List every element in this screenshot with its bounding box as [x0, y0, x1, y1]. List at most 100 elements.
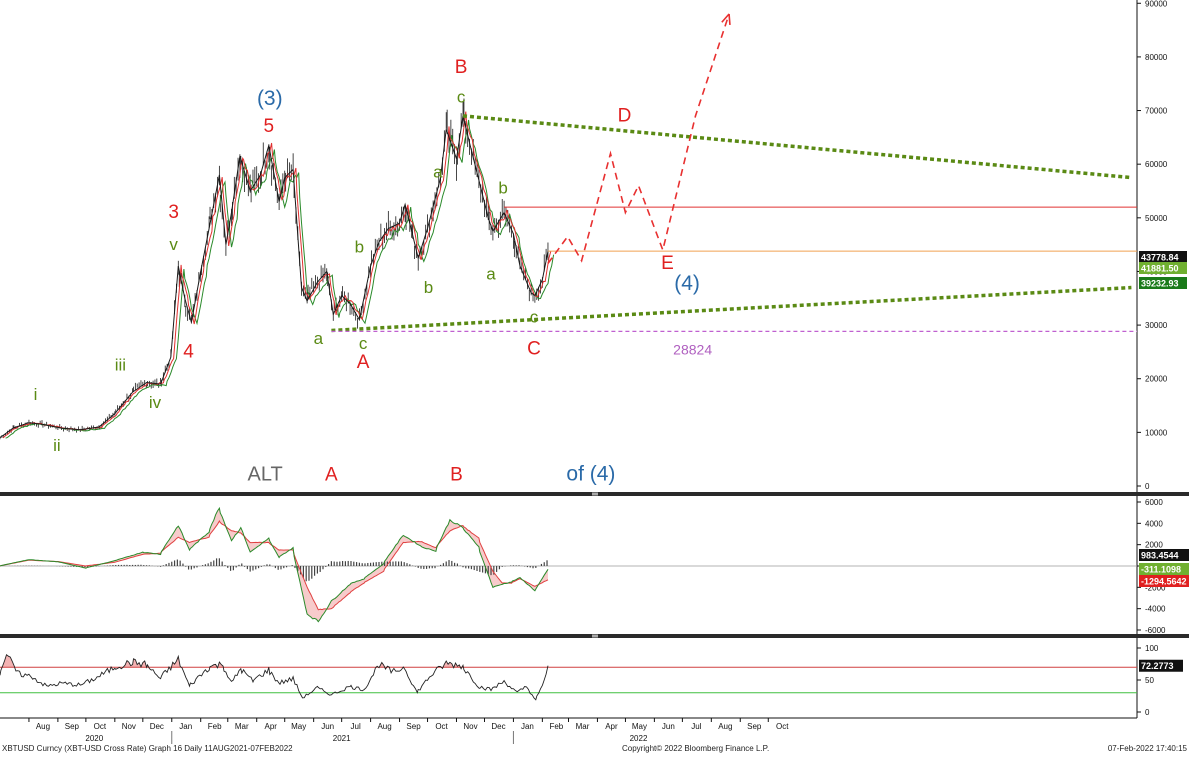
projection-arrowhead	[721, 13, 731, 26]
wave-label: 4	[183, 341, 194, 362]
x-tick-label: Apr	[264, 722, 277, 731]
wave-label: b	[498, 179, 507, 198]
footer-timestamp: 07-Feb-2022 17:40:15	[1107, 744, 1187, 753]
wave-label: A	[357, 352, 370, 373]
wave-label: C	[527, 339, 541, 360]
x-tick-label: Jun	[321, 722, 334, 731]
x-tick-label: May	[291, 722, 306, 731]
x-tick-label: Sep	[65, 722, 80, 731]
footer-copyright: Copyright© 2022 Bloomberg Finance L.P.	[622, 744, 770, 753]
price-axis-tag-box	[1139, 251, 1187, 263]
panel-divider-1-grip	[592, 492, 598, 496]
x-tick-label: May	[632, 722, 647, 731]
wave-label: 5	[264, 116, 275, 137]
rsi-line	[0, 653, 549, 701]
wave-label: v	[169, 235, 178, 254]
macd-axis-tick-label: 6000	[1145, 498, 1163, 507]
macd-axis-tag-label: 983.4544	[1141, 551, 1179, 561]
wave-label: ALT	[248, 464, 283, 486]
macd-axis-tick-label: 4000	[1145, 519, 1163, 528]
x-tick-label: Nov	[463, 722, 477, 731]
price-line	[0, 115, 549, 439]
wave-label: iii	[115, 356, 126, 375]
x-tick-label: Feb	[208, 722, 222, 731]
x-tick-label: Mar	[576, 722, 590, 731]
x-year-label: 2021	[333, 734, 351, 743]
x-tick-label: Dec	[150, 722, 164, 731]
price-axis-tick-label: 30000	[1145, 321, 1168, 330]
price-axis-tag-box	[1139, 262, 1187, 274]
wave-label: c	[359, 334, 368, 353]
macd-axis-tick-label: -6000	[1145, 626, 1166, 635]
macd-panel-background	[0, 496, 1137, 634]
x-tick-label: Oct	[776, 722, 789, 731]
x-tick-label: Jul	[351, 722, 361, 731]
x-tick-label: Oct	[94, 722, 107, 731]
macd-axis-tick-label: 2000	[1145, 541, 1163, 550]
wave-label: b	[355, 238, 364, 257]
wave-label: of (4)	[566, 463, 615, 486]
wave-label: (3)	[257, 87, 283, 110]
footer-instrument-info: XBTUSD Curncy (XBT-USD Cross Rate) Graph…	[2, 744, 293, 753]
x-tick-label: Aug	[718, 722, 732, 731]
x-tick-label: Sep	[406, 722, 421, 731]
wave-label: B	[455, 57, 468, 78]
wave-label: iv	[149, 393, 162, 412]
x-year-label: 2020	[85, 734, 103, 743]
rsi-panel-background	[0, 638, 1137, 718]
wave-label: c	[457, 88, 466, 107]
price-axis-tick-label: 20000	[1145, 375, 1168, 384]
price-axis-tick-label: 90000	[1145, 0, 1168, 8]
wave-label: i	[34, 385, 38, 404]
x-year-label: 2022	[630, 734, 648, 743]
macd-axis-tick-label: -4000	[1145, 605, 1166, 614]
price-axis-tag-label: 41881.50	[1141, 264, 1179, 274]
wave-label: D	[618, 105, 632, 126]
x-tick-label: Aug	[36, 722, 50, 731]
macd-axis-tag-box	[1139, 549, 1189, 561]
x-tick-label: Apr	[605, 722, 618, 731]
wave-label: b	[424, 278, 433, 297]
x-tick-label: Jan	[179, 722, 192, 731]
rsi-axis-tick-label: 100	[1145, 644, 1159, 653]
macd-line	[0, 506, 549, 623]
price-axis-tick-label: 0	[1145, 482, 1150, 491]
panel-divider-2-grip	[592, 634, 598, 638]
wave-label: B	[450, 465, 463, 486]
x-tick-label: Nov	[122, 722, 136, 731]
macd-axis-tag-box	[1139, 563, 1189, 575]
rsi-axis-tag-label: 72.2773	[1141, 661, 1174, 671]
x-tick-label: Dec	[491, 722, 505, 731]
x-tick-label: Oct	[435, 722, 448, 731]
x-tick-label: Sep	[747, 722, 762, 731]
wave-label: A	[325, 465, 338, 486]
wave-label: ii	[53, 436, 61, 455]
wave-label: E	[661, 253, 674, 274]
price-panel-background	[0, 0, 1137, 492]
x-tick-label: Jun	[662, 722, 675, 731]
price-axis-tag-box	[1139, 277, 1187, 289]
macd-axis-tag-label: -1294.5642	[1141, 577, 1187, 587]
macd-panel: 6000 4000 2000 -2000 -4000 -6000 983.4544 -311.…	[0, 496, 1189, 638]
rsi-axis-tick-label: 50	[1145, 676, 1154, 685]
price-axis-tag-label: 39232.93	[1141, 279, 1179, 289]
wave-label: 3	[168, 202, 179, 223]
macd-axis-tick-label: -2000	[1145, 583, 1166, 592]
moving-average-slow	[5, 119, 555, 439]
price-axis-tick-label: 10000	[1145, 428, 1168, 437]
macd-signal-line	[0, 519, 549, 611]
price-axis-tick-label: 50000	[1145, 214, 1168, 223]
x-axis: Aug Sep Oct Nov Dec Jan Feb Mar Apr May Jun Jul Aug S…	[0, 717, 1137, 744]
price-panel: 0100002000030000400005000060000700008000…	[0, 0, 1189, 496]
wave-label: a	[433, 163, 443, 182]
wave-label: a	[314, 329, 324, 348]
rsi-panel: 100 50 0 72.2773	[0, 638, 1183, 718]
rsi-axis-tick-label: 0	[1145, 708, 1150, 717]
lower-trendline	[331, 285, 1132, 333]
x-tick-label: Mar	[235, 722, 249, 731]
macd-axis-tag-box	[1139, 575, 1189, 587]
x-tick-label: Jul	[691, 722, 701, 731]
x-tick-label: Jan	[521, 722, 534, 731]
price-axis-tick-label: 70000	[1145, 107, 1168, 116]
